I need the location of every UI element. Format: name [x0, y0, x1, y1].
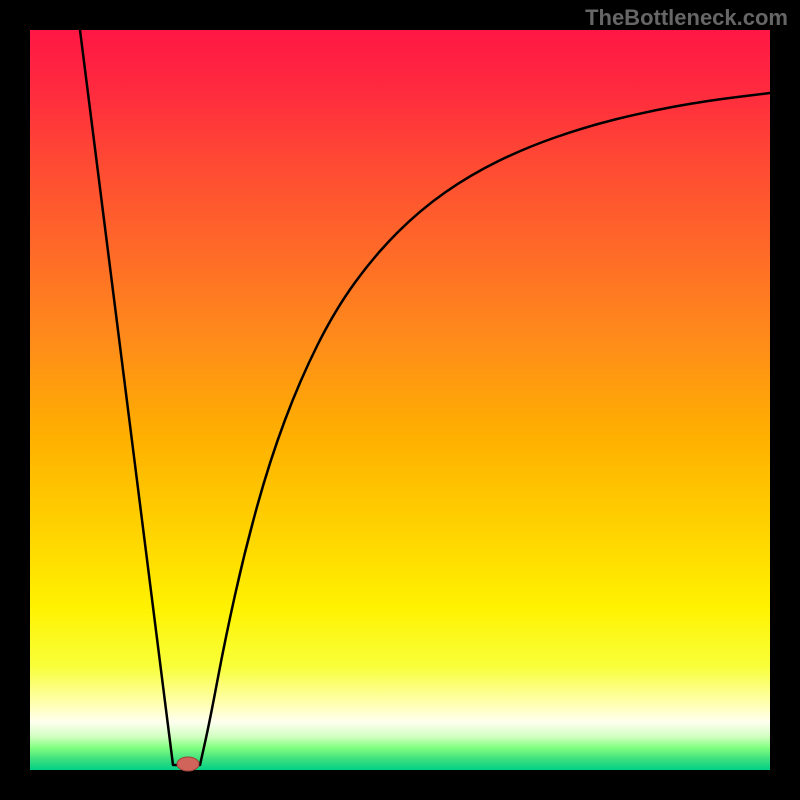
chart-container: TheBottleneck.com	[0, 0, 800, 800]
watermark-text: TheBottleneck.com	[585, 5, 788, 31]
bottleneck-chart	[0, 0, 800, 800]
border-right	[770, 0, 800, 800]
gradient-background	[30, 30, 770, 770]
border-left	[0, 0, 30, 800]
optimal-point-marker	[177, 757, 199, 771]
border-bottom	[0, 770, 800, 800]
